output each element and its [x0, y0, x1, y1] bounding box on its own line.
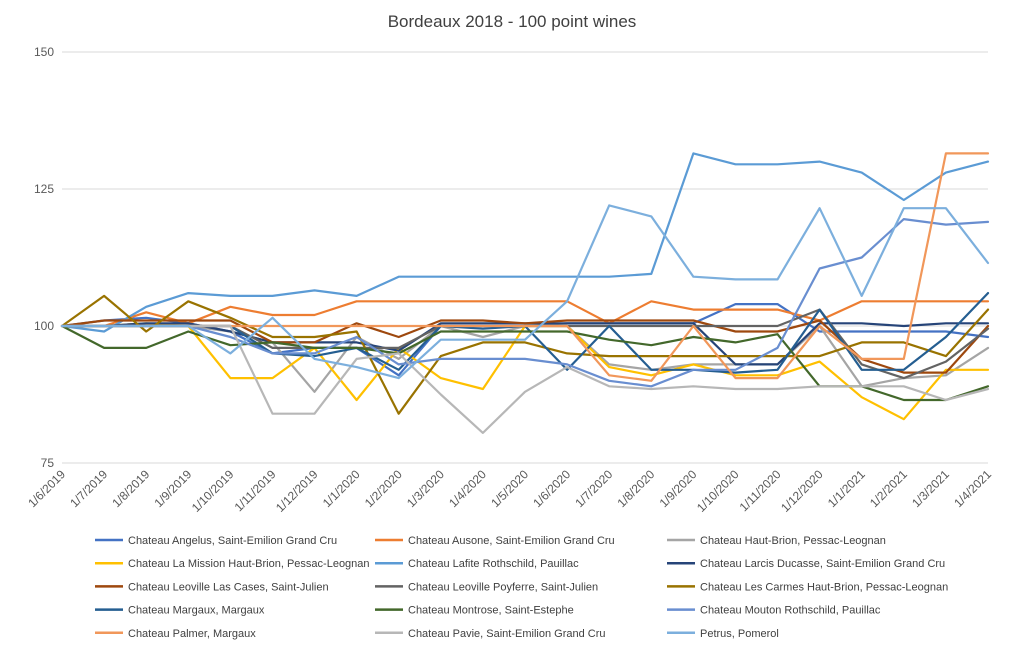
legend-label: Chateau Leoville Poyferre, Saint-Julien — [408, 581, 598, 593]
legend-item-13: Chateau Palmer, Margaux — [95, 628, 256, 640]
y-axis: 75 100 125 150 — [34, 45, 54, 470]
legend-item-11: Chateau Montrose, Saint-Estephe — [375, 605, 574, 617]
legend-item-14: Chateau Pavie, Saint-Emilion Grand Cru — [375, 628, 605, 640]
chart-title: Bordeaux 2018 - 100 point wines — [388, 12, 637, 31]
legend-item-5: Chateau Lafite Rothschild, Pauillac — [375, 558, 579, 570]
legend-item-1: Chateau Angelus, Saint-Emilion Grand Cru — [95, 535, 337, 547]
y-tick-label: 125 — [34, 182, 54, 196]
y-tick-label: 150 — [34, 45, 54, 59]
series-line-7 — [60, 319, 990, 374]
legend-label: Chateau Angelus, Saint-Emilion Grand Cru — [128, 535, 337, 547]
legend-label: Chateau Mouton Rothschild, Pauillac — [700, 605, 881, 617]
y-tick-label: 75 — [41, 456, 55, 470]
legend-label: Chateau Leoville Las Cases, Saint-Julien — [128, 581, 329, 593]
legend-label: Petrus, Pomerol — [700, 628, 779, 640]
legend: Chateau Angelus, Saint-Emilion Grand Cru… — [95, 535, 948, 640]
series-line-5 — [60, 152, 990, 333]
legend-item-9: Chateau Les Carmes Haut-Brion, Pessac-Le… — [667, 581, 948, 593]
legend-label: Chateau Les Carmes Haut-Brion, Pessac-Le… — [700, 581, 948, 593]
series-lines — [60, 152, 990, 434]
legend-label: Chateau Larcis Ducasse, Saint-Emilion Gr… — [700, 558, 945, 570]
legend-label: Chateau Pavie, Saint-Emilion Grand Cru — [408, 628, 605, 640]
series-line-12 — [60, 218, 990, 388]
legend-label: Chateau Palmer, Margaux — [128, 628, 256, 640]
legend-label: Chateau Lafite Rothschild, Pauillac — [408, 558, 579, 570]
legend-item-8: Chateau Leoville Poyferre, Saint-Julien — [375, 581, 598, 593]
legend-item-7: Chateau Leoville Las Cases, Saint-Julien — [95, 581, 329, 593]
series-line-14 — [60, 324, 990, 434]
legend-label: Chateau Ausone, Saint-Emilion Grand Cru — [408, 535, 615, 547]
legend-label: Chateau Margaux, Margaux — [128, 605, 265, 617]
legend-item-12: Chateau Mouton Rothschild, Pauillac — [667, 605, 881, 617]
legend-item-4: Chateau La Mission Haut-Brion, Pessac-Le… — [95, 558, 370, 570]
legend-item-2: Chateau Ausone, Saint-Emilion Grand Cru — [375, 535, 615, 547]
legend-item-10: Chateau Margaux, Margaux — [95, 605, 265, 617]
legend-item-3: Chateau Haut-Brion, Pessac-Leognan — [667, 535, 886, 547]
legend-item-15: Petrus, Pomerol — [667, 628, 779, 640]
legend-label: Chateau La Mission Haut-Brion, Pessac-Le… — [128, 558, 370, 570]
series-line-9 — [60, 294, 990, 415]
series-line-15 — [60, 204, 990, 380]
y-tick-label: 100 — [34, 319, 54, 333]
legend-label: Chateau Montrose, Saint-Estephe — [408, 605, 574, 617]
legend-item-6: Chateau Larcis Ducasse, Saint-Emilion Gr… — [667, 558, 945, 570]
legend-label: Chateau Haut-Brion, Pessac-Leognan — [700, 535, 886, 547]
